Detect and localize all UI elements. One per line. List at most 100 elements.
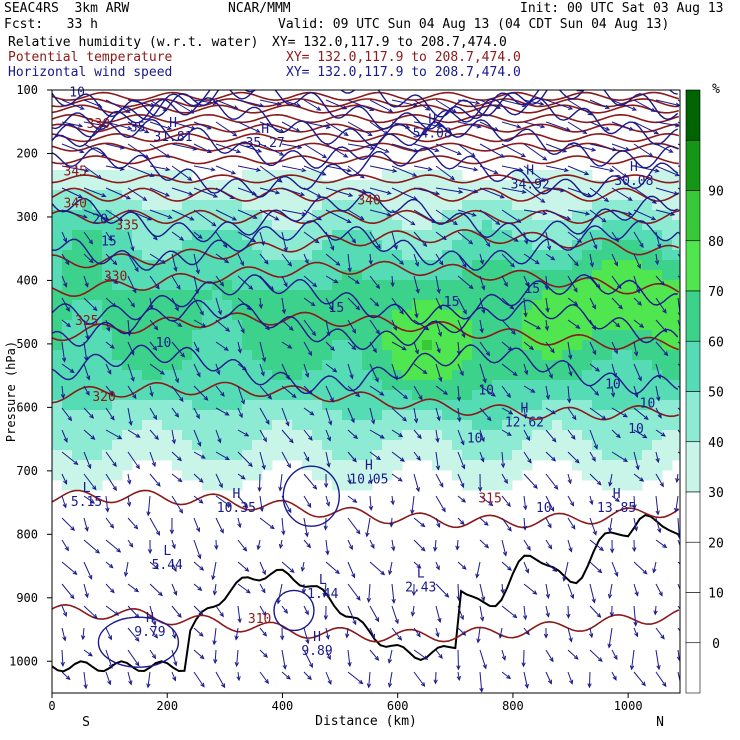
humidity-cell <box>202 370 213 381</box>
humidity-cell <box>652 360 663 371</box>
wind-vector <box>347 671 363 684</box>
humidity-cell <box>82 360 93 371</box>
humidity-cell <box>422 430 433 441</box>
humidity-cell <box>312 210 323 221</box>
wind-vector <box>105 341 115 349</box>
humidity-cell <box>602 410 613 421</box>
humidity-cell <box>612 420 623 431</box>
humidity-cell <box>502 470 513 481</box>
humidity-cell <box>492 370 503 381</box>
humidity-cell <box>362 260 373 271</box>
humidity-cell <box>152 440 163 451</box>
humidity-cell <box>472 300 483 311</box>
humidity-cell <box>142 200 153 211</box>
wind-vector-head <box>322 592 327 598</box>
humidity-cell <box>52 170 63 181</box>
humidity-cell <box>362 180 373 191</box>
wind-vector-head <box>601 415 607 420</box>
humidity-cell <box>552 190 563 201</box>
humidity-cell <box>372 400 383 411</box>
wind-vector-head <box>676 656 680 662</box>
humidity-cell <box>102 270 113 281</box>
x-tick-label: 200 <box>156 699 178 713</box>
humidity-cell <box>282 410 293 421</box>
humidity-cell <box>332 380 343 391</box>
wind-vector-head <box>438 376 443 383</box>
wind-vector-head <box>594 391 600 396</box>
humidity-cell <box>282 440 293 451</box>
humidity-cell <box>262 190 273 201</box>
wind-vector <box>501 385 511 398</box>
wind-vector-head <box>112 462 117 468</box>
wind-vector-head <box>422 242 428 247</box>
humidity-cell <box>652 260 663 271</box>
humidity-cell <box>192 380 203 391</box>
humidity-cell <box>602 240 613 251</box>
wind-vector <box>633 187 657 204</box>
wind-vector <box>435 627 439 637</box>
humidity-cell <box>172 200 183 211</box>
wind-vector <box>413 231 427 247</box>
wind-vector-head <box>370 543 375 549</box>
humidity-cell <box>582 450 593 461</box>
wind-vector <box>523 495 527 510</box>
humidity-cell <box>232 220 243 231</box>
wind-vector-head <box>111 302 117 308</box>
humidity-cell <box>532 250 543 261</box>
wind-vector <box>479 297 485 314</box>
wind-vector-head <box>562 576 567 582</box>
humidity-cell <box>432 270 443 281</box>
humidity-cell <box>292 300 303 311</box>
colorbar-swatch <box>685 441 701 493</box>
humidity-cell <box>442 420 453 431</box>
wind-vector <box>479 429 485 442</box>
humidity-cell <box>632 410 643 421</box>
humidity-cell <box>212 190 223 201</box>
humidity-cell <box>232 440 243 451</box>
humidity-cell <box>312 450 323 461</box>
wind-vector <box>259 121 284 133</box>
humidity-cell <box>502 290 513 301</box>
humidity-cell <box>492 300 503 311</box>
humidity-cell <box>82 220 93 231</box>
humidity-cell <box>542 370 553 381</box>
wind-vector <box>611 649 618 660</box>
humidity-cell <box>122 450 133 461</box>
humidity-cell <box>502 400 513 411</box>
humidity-cell <box>472 230 483 241</box>
humidity-cell <box>442 300 453 311</box>
humidity-cell <box>202 410 213 421</box>
humidity-cell <box>292 400 303 411</box>
humidity-cell <box>382 320 393 331</box>
humidity-cell <box>272 170 283 181</box>
wind-vector <box>83 561 93 580</box>
humidity-cell <box>602 400 613 411</box>
wind-vector-head <box>223 346 229 351</box>
extremum-value: 9.79 <box>134 625 165 640</box>
humidity-cell <box>572 310 583 321</box>
wind-vector <box>589 209 606 223</box>
humidity-cell <box>82 320 93 331</box>
wind-vector-head <box>623 457 629 463</box>
humidity-cell <box>122 190 133 201</box>
humidity-cell <box>112 240 123 251</box>
wind-vector-head <box>571 524 576 530</box>
humidity-cell <box>182 310 193 321</box>
humidity-cell <box>472 330 483 341</box>
humidity-cell <box>132 220 143 231</box>
wind-vector-head <box>437 617 442 624</box>
y-tick-label: 600 <box>16 400 38 414</box>
wind-vector-head <box>259 507 264 513</box>
wind-vector-head <box>155 530 161 536</box>
wind-vector <box>215 385 225 397</box>
wind-vector-head <box>639 323 645 328</box>
wind-vector-head <box>457 417 462 423</box>
colorbar-swatch <box>685 340 701 392</box>
wind-vector-head <box>70 526 76 532</box>
humidity-cell <box>222 390 233 401</box>
wind-vector <box>281 341 292 349</box>
humidity-cell <box>272 280 283 291</box>
wind-vector-head <box>326 331 331 337</box>
humidity-cell <box>132 450 143 461</box>
wind-vector-head <box>544 285 550 291</box>
